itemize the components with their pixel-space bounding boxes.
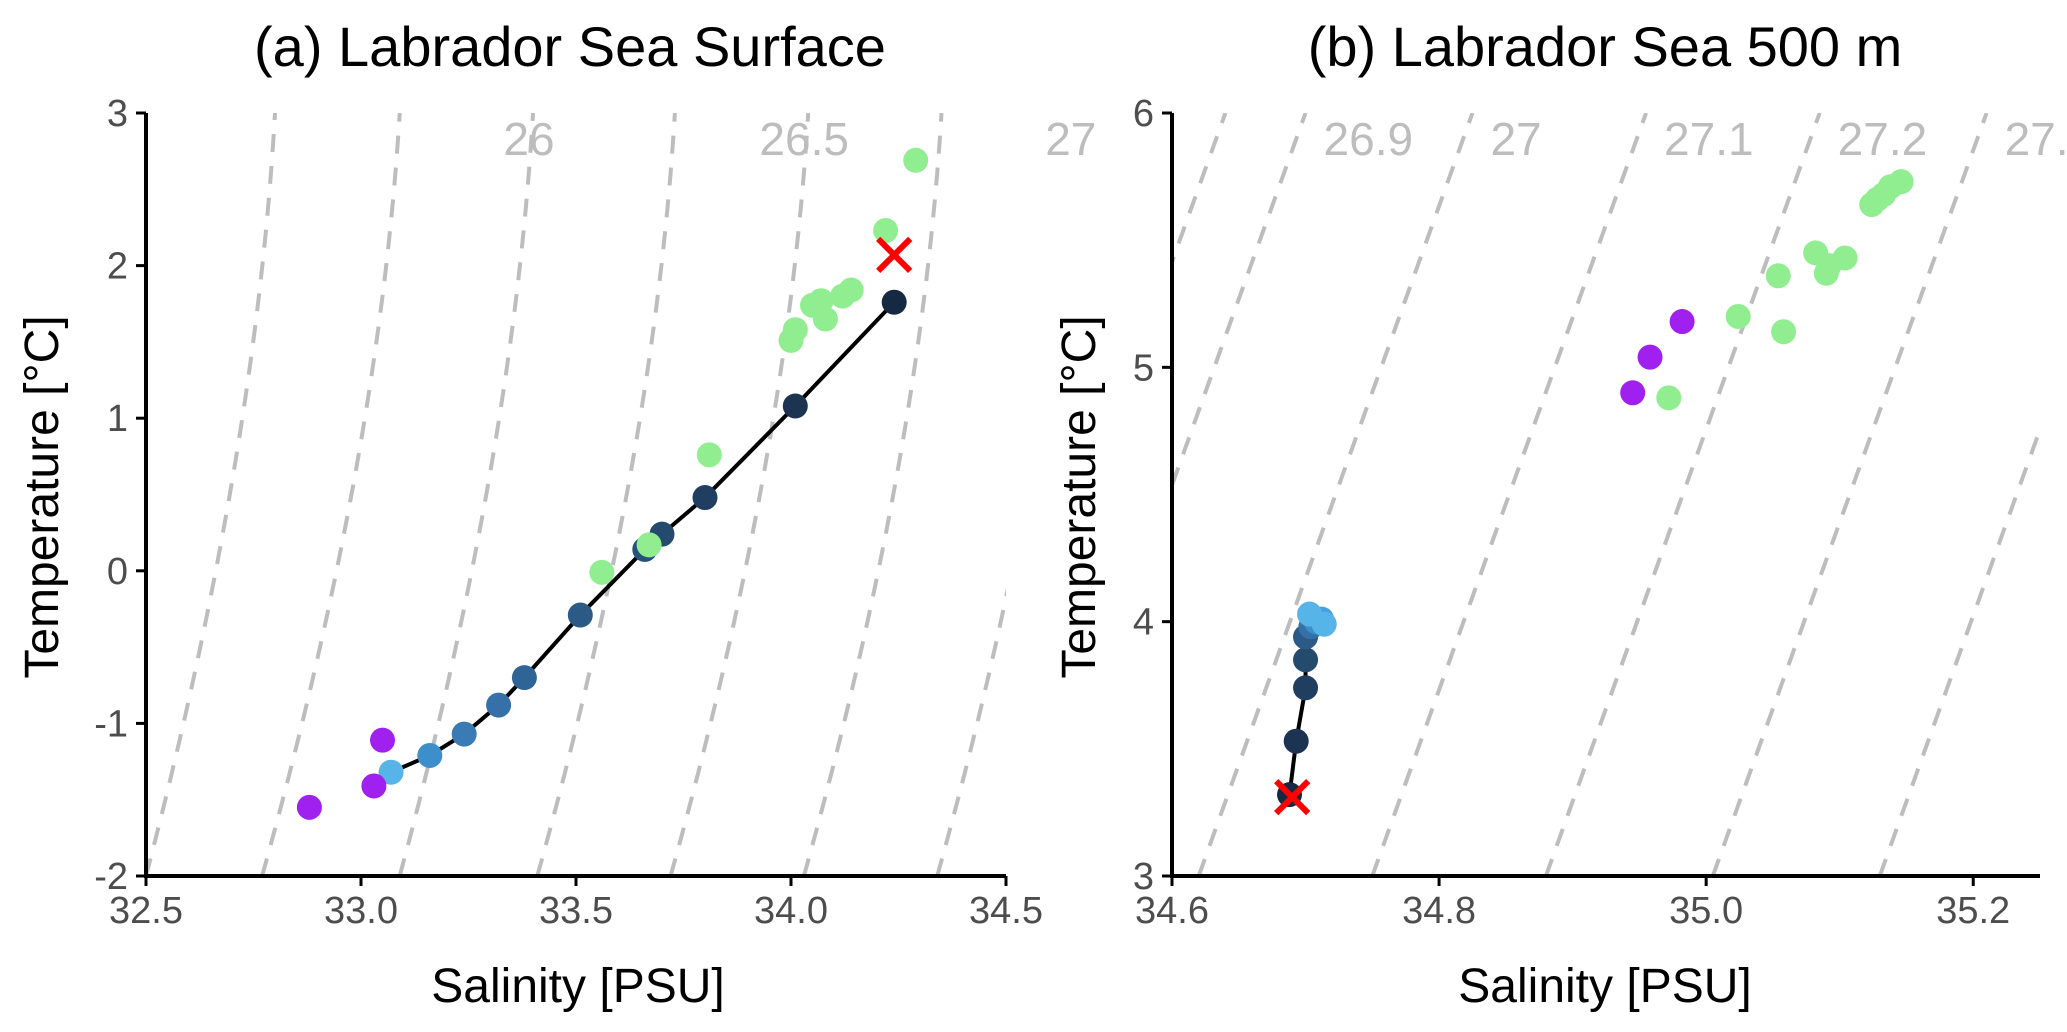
panel-a-purple-point — [370, 727, 395, 753]
panel-a-green-point — [903, 147, 929, 173]
panel-a-y-tick-label: 1 — [107, 398, 128, 440]
panel-a-isopycnal-label: 27 — [1045, 113, 1096, 165]
panel-a-green-point — [782, 317, 808, 343]
panel-b-isopycnal-label: 27.1 — [1664, 113, 1754, 165]
panel-b-green-point — [1832, 245, 1858, 271]
panel-a-trajectory-point — [378, 759, 404, 785]
panel-b-isopycnal-line — [1196, 113, 1475, 876]
panel-b-isopycnal-label: 27.3 — [2005, 113, 2067, 165]
panel-a-trajectory-point — [511, 665, 537, 691]
panel-b-x-tick-label: 35.2 — [1936, 890, 2010, 932]
panel-a-y-tick-label: 2 — [107, 246, 128, 288]
panel-a-trajectory-point — [417, 742, 443, 768]
panel-a-y-tick-label: 3 — [107, 93, 128, 135]
panel-a-plot-area: 26 26.5 27 32.5 33.0 33.5 34.0 34.5 -2 -1 0 1 2 3 — [94, 93, 1096, 932]
panel-b-trajectory-point — [1293, 675, 1319, 701]
panel-a-cross-stroke — [876, 236, 913, 274]
panel-b-green-point — [1725, 303, 1751, 329]
panel-b-plot-area: 26.9 27 27.1 27.2 27.3 34.6 34.8 35.0 35.2 3 4 5 6 — [1133, 93, 2067, 932]
panel-a-isopycnal-line — [801, 113, 944, 876]
panel-b-purple-point — [1669, 309, 1695, 335]
panel-b-data — [1274, 169, 1914, 816]
panel-b-cross-stroke — [1274, 779, 1311, 816]
panel-b-isopycnal-label: 26.9 — [1324, 113, 1414, 165]
panel-b-green-point — [1888, 169, 1914, 195]
panel-b-y-tick-label: 5 — [1133, 347, 1154, 389]
panel-a-data — [296, 147, 929, 820]
panel-b-isopycnal-line — [1172, 113, 1228, 268]
panel-a-x-tick-label: 34.5 — [969, 890, 1043, 932]
panel-b-trajectory-point — [1283, 728, 1309, 754]
panel-b-isopycnal-line — [1370, 113, 1648, 876]
panel-a-x-tick-label: 34.0 — [754, 890, 828, 932]
panel-a-green-point — [696, 442, 722, 468]
panel-b-trajectory-point — [1297, 601, 1323, 627]
panel-a-purple-point — [296, 794, 322, 820]
panel-a-x-tick-label: 33.5 — [539, 890, 613, 932]
panel-a-isopycnals — [146, 113, 1006, 876]
panel-a-green-point — [636, 532, 662, 558]
panel-a-isopycnal-line — [668, 113, 811, 876]
panel-a-title: (a) Labrador Sea Surface — [254, 15, 886, 78]
panel-b-green-point — [1765, 263, 1791, 289]
panel-b-y-axis-label: Temperature [°C] — [1053, 315, 1106, 678]
panel-b-x-tick-label: 35.0 — [1669, 890, 1743, 932]
panel-a-purple-point — [361, 773, 387, 799]
panel-a-isopycnal-line — [146, 113, 277, 876]
panel-a-y-tick-label: -1 — [94, 703, 128, 745]
panel-b-500m: (b) Labrador Sea 500 m Salinity [PSU] Te… — [1053, 15, 2067, 1013]
panel-b-isopycnals — [1172, 113, 2040, 876]
panel-a-y-tick-label: 0 — [107, 551, 128, 593]
panel-a-trajectory-point — [881, 289, 907, 315]
panel-a-green-point — [812, 306, 838, 332]
panel-a-isopycnal-label: 26 — [503, 113, 554, 165]
panel-a-y-tick-label: -2 — [94, 856, 128, 898]
panel-b-y-tick-label: 3 — [1133, 856, 1154, 898]
panel-a-green-point — [589, 559, 615, 585]
panel-b-y-tick-label: 4 — [1133, 602, 1154, 644]
panel-b-green-point — [1771, 319, 1797, 345]
panel-a-isopycnal-line — [535, 113, 677, 876]
panel-b-isopycnal-line — [1544, 113, 1822, 876]
panel-a-trajectory-point — [451, 721, 477, 747]
panel-b-isopycnal-line — [1877, 423, 2040, 876]
panel-b-x-tick-label: 34.6 — [1135, 890, 1209, 932]
panel-b-trajectory-point — [1293, 647, 1319, 673]
panel-a-green-point — [873, 218, 899, 244]
panel-a-isopycnal-label: 26.5 — [759, 113, 849, 165]
panel-a-x-tick-label: 32.5 — [109, 890, 183, 932]
panel-b-isopycnal-label: 27 — [1490, 113, 1541, 165]
panel-a-trajectory-point — [486, 692, 512, 718]
panel-b-isopycnal-line — [1172, 113, 1308, 492]
panel-b-isopycnal-label: 27.2 — [1838, 113, 1928, 165]
panel-a-isopycnal-line — [260, 113, 402, 876]
panel-a-trajectory-point — [782, 393, 808, 419]
panel-b-title: (b) Labrador Sea 500 m — [1308, 15, 1903, 78]
panel-a-trajectory-point — [692, 485, 718, 511]
panel-a-y-axis-label: Temperature [°C] — [16, 315, 69, 678]
panel-b-purple-point — [1620, 380, 1646, 406]
panel-a-x-axis-label: Salinity [PSU] — [431, 960, 724, 1013]
panel-b-y-tick-label: 6 — [1133, 93, 1154, 135]
panel-b-green-point — [1656, 385, 1682, 411]
panel-a-green-point — [838, 277, 864, 303]
panel-a-start-cross-marker — [876, 236, 913, 274]
panel-a-x-tick-label: 33.0 — [324, 890, 398, 932]
panel-b-isopycnal-line — [1710, 113, 1989, 876]
panel-b-x-axis-label: Salinity [PSU] — [1458, 960, 1751, 1013]
panel-a-isopycnal-line — [397, 113, 535, 876]
panel-b-start-cross-marker — [1274, 779, 1311, 816]
panel-a-trajectory-point — [567, 602, 593, 628]
panel-b-purple-point — [1637, 344, 1663, 370]
panel-a-surface: (a) Labrador Sea Surface Salinity [PSU] … — [16, 15, 1096, 1013]
panel-b-x-tick-label: 34.8 — [1402, 890, 1476, 932]
